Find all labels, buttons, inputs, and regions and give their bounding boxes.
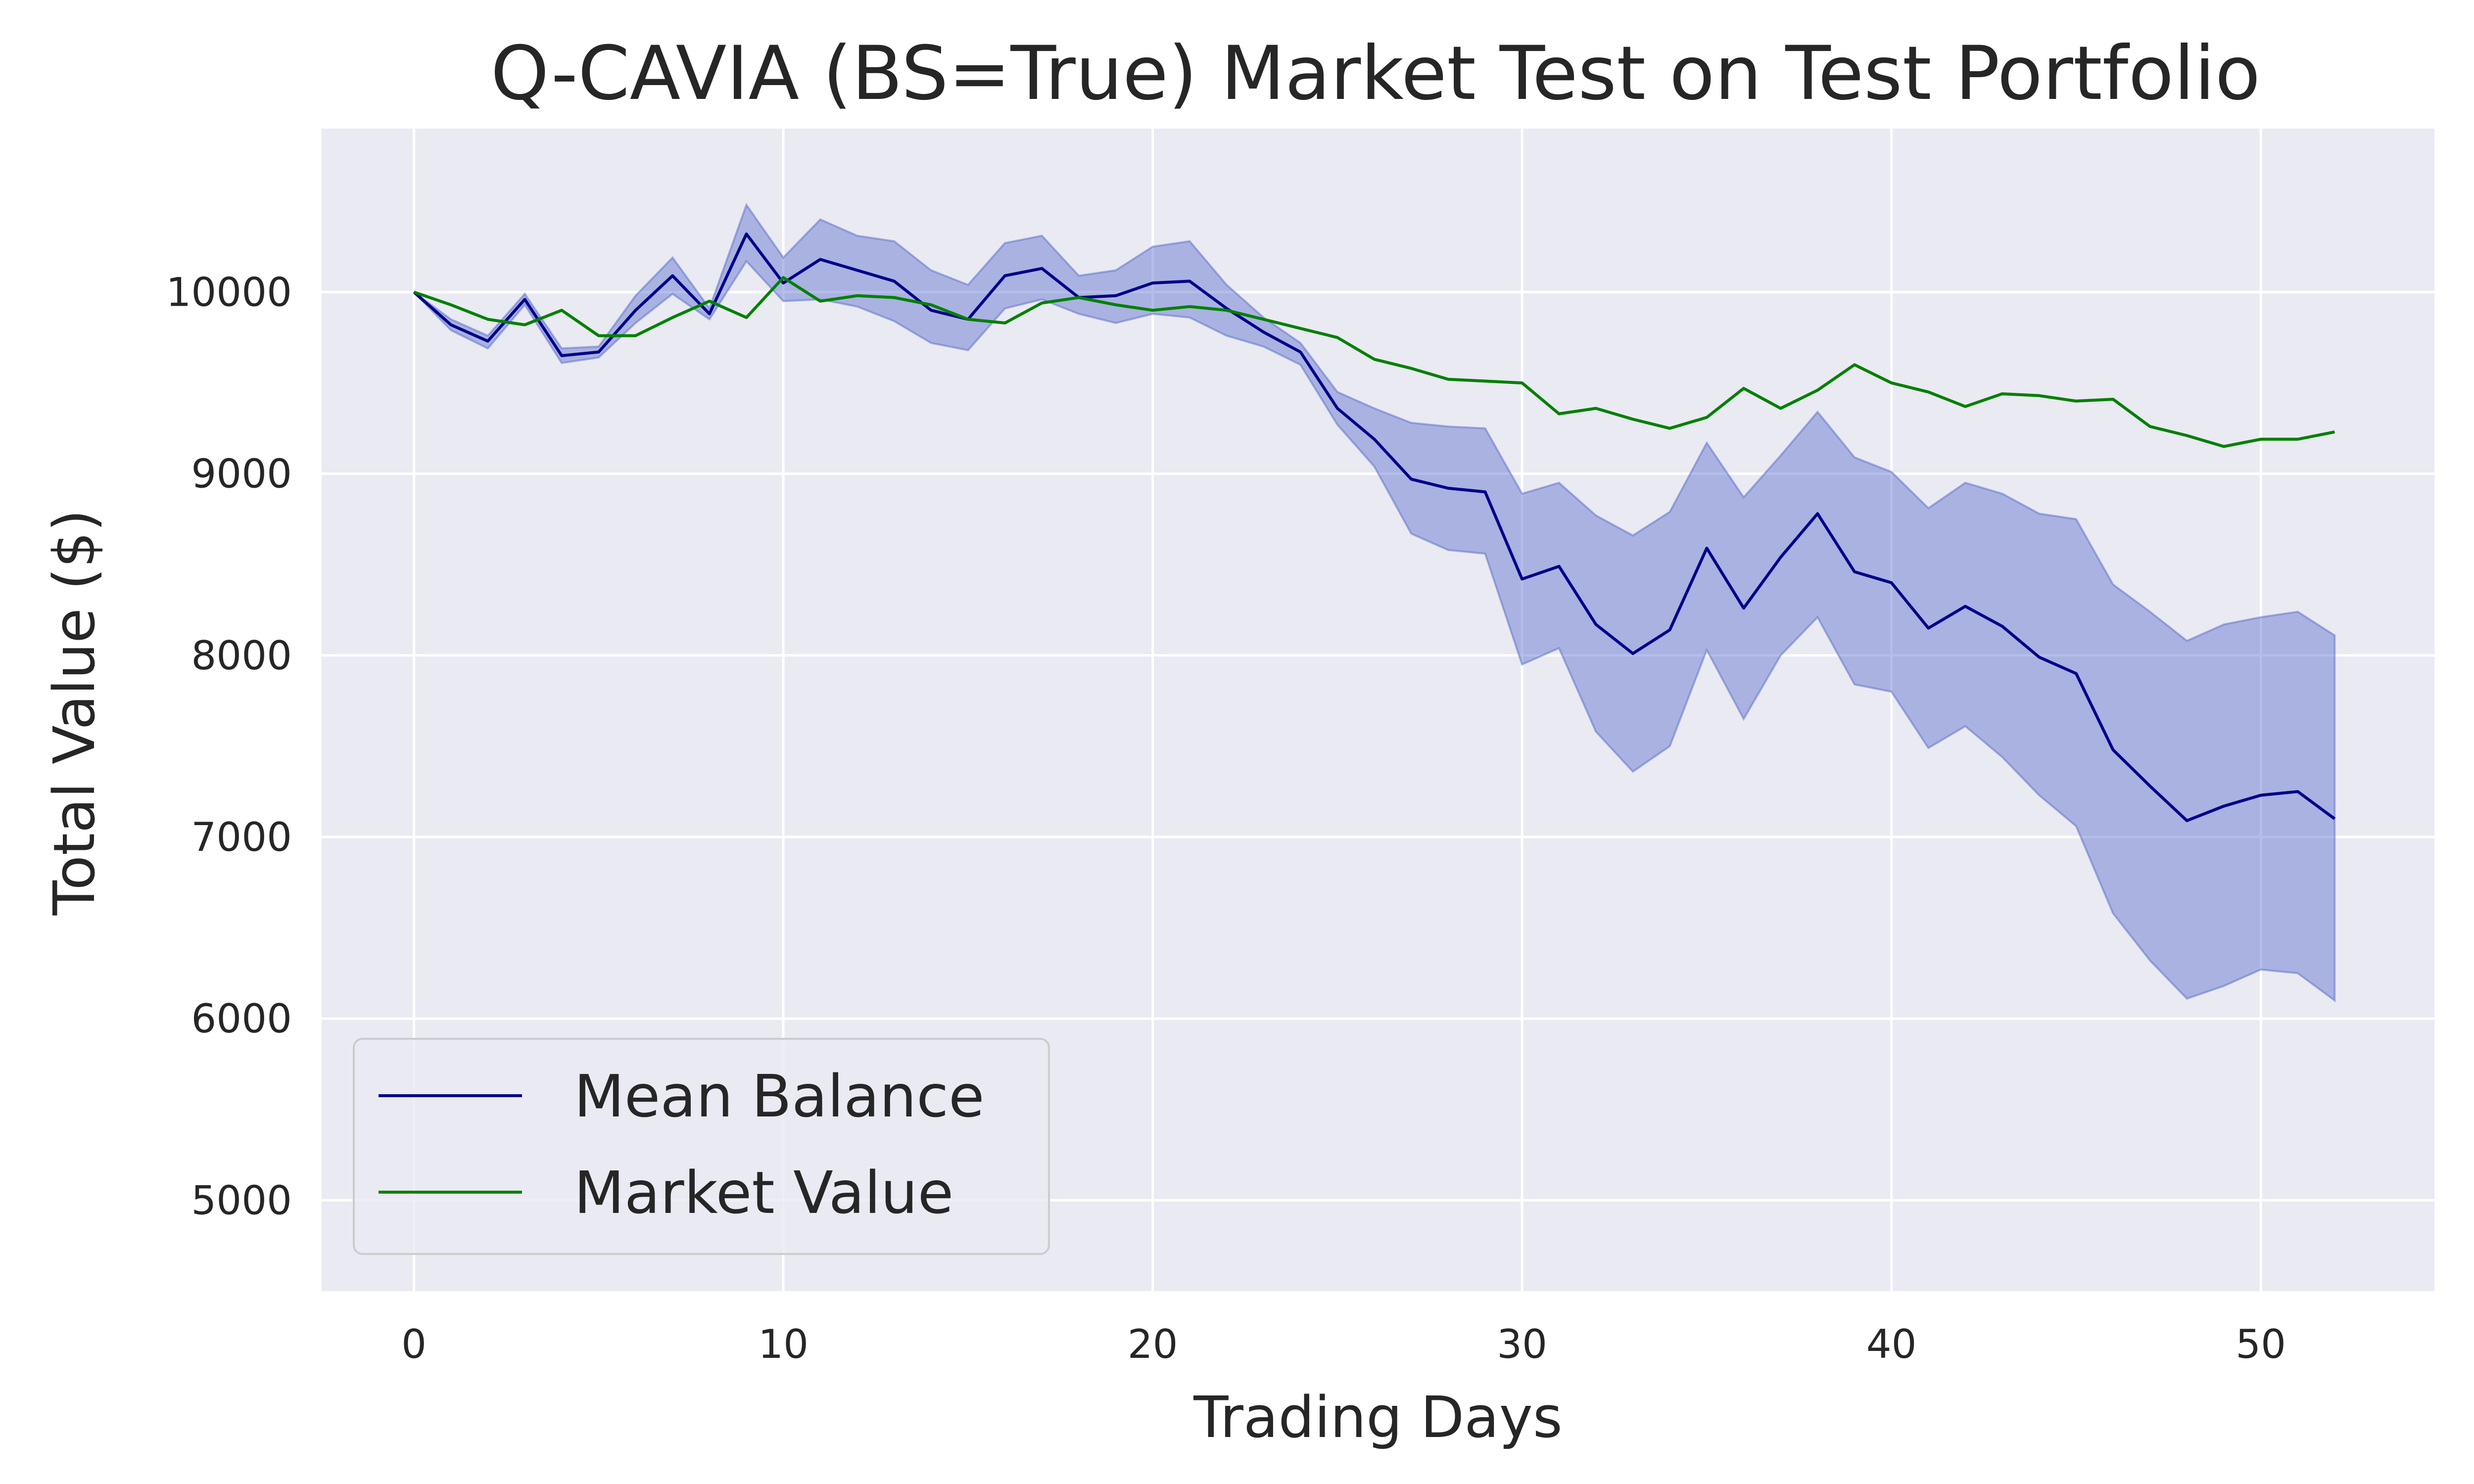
tick-labels: 0 10 20 30 40 50 5000 6000 7000 8000 9000 10000 (166, 269, 2286, 1367)
x-tick-label: 50 (2236, 1321, 2286, 1367)
y-tick-label: 8000 (191, 633, 292, 679)
legend-frame (353, 1038, 1050, 1255)
x-tick-label: 0 (401, 1321, 427, 1367)
y-tick-label: 7000 (191, 814, 292, 860)
y-tick-label: 9000 (191, 451, 292, 497)
x-tick-label: 10 (758, 1321, 809, 1367)
x-tick-label: 20 (1128, 1321, 1178, 1367)
y-tick-label: 5000 (191, 1177, 292, 1223)
legend-market-value-label: Market Value (574, 1159, 953, 1227)
y-axis-label: Total Value ($) (42, 510, 108, 916)
x-tick-label: 40 (1866, 1321, 1917, 1367)
legend-mean-balance-label: Mean Balance (574, 1062, 985, 1130)
x-axis-label: Trading Days (1193, 1385, 1562, 1451)
x-tick-label: 30 (1497, 1321, 1547, 1367)
chart-title: Q-CAVIA (BS=True) Market Test on Test Po… (491, 31, 2261, 117)
market-value-line (413, 276, 2335, 448)
series-lines (413, 232, 2336, 822)
legend: Mean Balance Market Value (353, 1038, 1050, 1255)
y-tick-label: 10000 (166, 269, 292, 315)
y-tick-label: 6000 (191, 996, 292, 1042)
mean-balance-line (413, 232, 2336, 822)
